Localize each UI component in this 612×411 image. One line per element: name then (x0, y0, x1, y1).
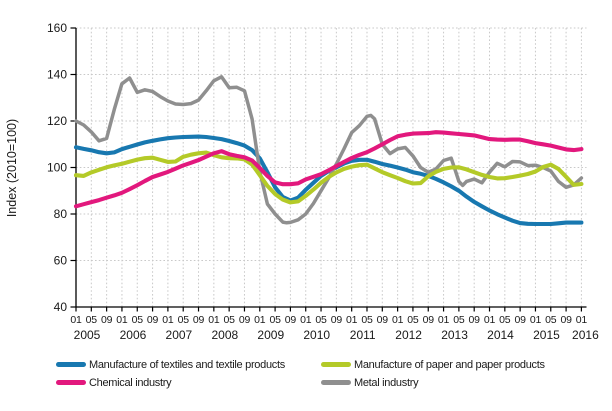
svg-text:01: 01 (300, 314, 312, 326)
svg-text:01: 01 (576, 314, 588, 326)
svg-text:01: 01 (208, 314, 220, 326)
svg-text:2011: 2011 (350, 328, 376, 342)
svg-text:80: 80 (54, 207, 68, 221)
svg-text:09: 09 (560, 314, 572, 326)
legend-label-chemical: Chemical industry (89, 376, 172, 389)
legend-swatch-metal-icon (321, 380, 351, 385)
svg-text:05: 05 (132, 314, 144, 326)
svg-text:40: 40 (54, 300, 68, 314)
svg-text:05: 05 (361, 314, 373, 326)
svg-text:09: 09 (193, 314, 205, 326)
legend-swatch-textiles-icon (56, 362, 86, 367)
svg-text:09: 09 (469, 314, 481, 326)
svg-text:01: 01 (346, 314, 358, 326)
svg-text:09: 09 (239, 314, 251, 326)
svg-text:09: 09 (514, 314, 526, 326)
svg-text:2012: 2012 (395, 328, 422, 342)
svg-text:05: 05 (315, 314, 327, 326)
svg-text:01: 01 (484, 314, 496, 326)
legend-swatch-paper-icon (321, 362, 351, 367)
series-lines (73, 75, 584, 227)
legend-swatch-chemical-icon (56, 380, 86, 385)
svg-text:01: 01 (116, 314, 128, 326)
svg-text:05: 05 (86, 314, 98, 326)
svg-text:2008: 2008 (211, 328, 238, 342)
svg-text:05: 05 (178, 314, 190, 326)
svg-text:2005: 2005 (74, 328, 101, 342)
svg-text:2015: 2015 (533, 328, 560, 342)
svg-text:01: 01 (438, 314, 450, 326)
svg-text:100: 100 (47, 161, 67, 175)
svg-text:05: 05 (545, 314, 557, 326)
svg-text:120: 120 (47, 114, 67, 128)
y-axis-title: Index (2010=100) (5, 119, 19, 217)
legend-label-metal: Metal industry (354, 376, 419, 389)
svg-text:09: 09 (285, 314, 297, 326)
svg-text:05: 05 (453, 314, 465, 326)
svg-text:09: 09 (147, 314, 159, 326)
svg-text:01: 01 (162, 314, 174, 326)
legend-item-textiles: Manufacture of textiles and textile prod… (56, 357, 285, 372)
svg-text:2009: 2009 (257, 328, 284, 342)
svg-text:2014: 2014 (487, 328, 514, 342)
svg-text:2007: 2007 (166, 328, 193, 342)
svg-text:05: 05 (407, 314, 419, 326)
chart-legend: Manufacture of textiles and textile prod… (0, 353, 612, 397)
svg-text:05: 05 (269, 314, 281, 326)
svg-text:140: 140 (47, 68, 67, 82)
svg-text:2016: 2016 (572, 328, 599, 342)
legend-item-chemical: Chemical industry (56, 375, 172, 390)
svg-text:09: 09 (423, 314, 435, 326)
svg-text:01: 01 (392, 314, 404, 326)
svg-text:2006: 2006 (120, 328, 147, 342)
legend-item-metal: Metal industry (321, 375, 419, 390)
axes (70, 27, 587, 312)
svg-text:01: 01 (530, 314, 542, 326)
svg-text:09: 09 (101, 314, 113, 326)
svg-text:2010: 2010 (303, 328, 330, 342)
svg-text:09: 09 (331, 314, 343, 326)
svg-text:01: 01 (70, 314, 82, 326)
svg-text:160: 160 (47, 21, 67, 35)
svg-text:01: 01 (254, 314, 266, 326)
svg-text:05: 05 (224, 314, 236, 326)
legend-label-paper: Manufacture of paper and paper products (354, 358, 545, 371)
legend-item-paper: Manufacture of paper and paper products (321, 357, 545, 372)
svg-text:60: 60 (54, 254, 68, 268)
legend-label-textiles: Manufacture of textiles and textile prod… (89, 358, 285, 371)
svg-text:2013: 2013 (441, 328, 468, 342)
svg-text:09: 09 (377, 314, 389, 326)
svg-text:05: 05 (499, 314, 511, 326)
